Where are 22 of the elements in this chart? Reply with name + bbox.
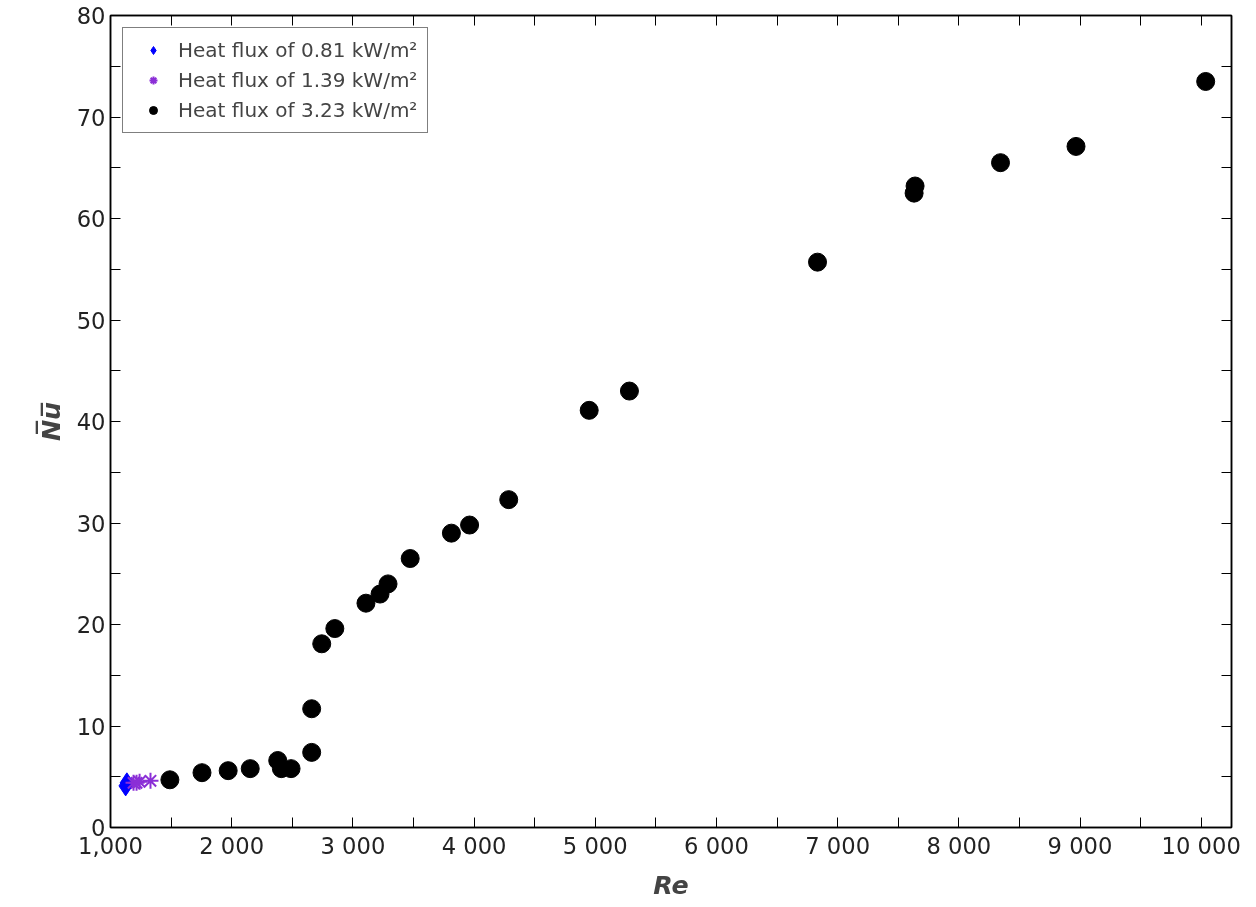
- legend-label: Heat flux of 0.81 kW/m²: [178, 38, 418, 62]
- legend-label: Heat flux of 1.39 kW/m²: [178, 68, 418, 92]
- x-tick-label: 7 000: [805, 832, 871, 859]
- x-axis-title: Re: [653, 869, 689, 900]
- x-tick-label: 8 000: [926, 832, 992, 859]
- x-tick-label: 9 000: [1047, 832, 1113, 859]
- y-tick-label: 30: [76, 510, 106, 537]
- y-tick-label: 40: [76, 409, 106, 435]
- x-tick-label: 2 000: [199, 832, 265, 859]
- legend-label: Heat flux of 3.23 kW/m²: [178, 98, 418, 122]
- y-tick-label: 50: [76, 307, 106, 334]
- x-tick-label: 4 000: [441, 832, 507, 859]
- y-tick-label: 70: [76, 104, 106, 131]
- x-tick-label: 5 000: [562, 832, 628, 859]
- y-tick-label: 10: [76, 713, 106, 740]
- x-tick-label: 6 000: [684, 832, 749, 859]
- x-tick-label: 10 000: [1161, 832, 1241, 859]
- x-tick-label: 3 000: [320, 832, 386, 859]
- y-tick-label: 60: [76, 206, 106, 232]
- y-axis-title: N̅u̅: [35, 401, 66, 442]
- y-tick-label: 20: [76, 612, 106, 638]
- y-tick-label: 80: [76, 3, 106, 29]
